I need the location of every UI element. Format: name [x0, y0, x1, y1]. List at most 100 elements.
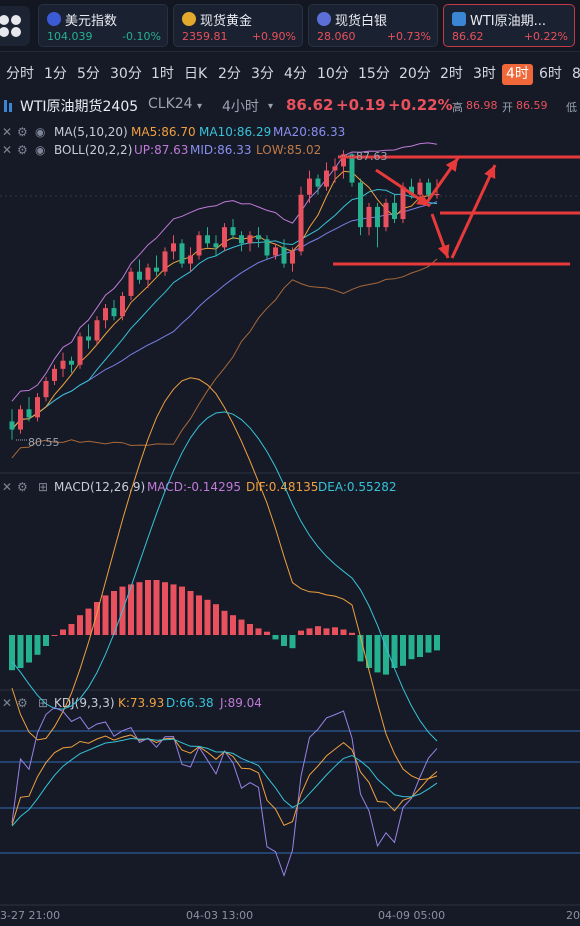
candle-body — [35, 397, 40, 418]
arrow-head — [416, 193, 430, 206]
tf-2m[interactable]: 2分 — [218, 66, 241, 82]
candle-body — [239, 235, 244, 244]
close-icon[interactable]: ✕ — [2, 143, 13, 157]
d-line — [11, 737, 438, 827]
macd-bar — [196, 595, 202, 635]
tf-8h[interactable]: 8 — [572, 66, 580, 82]
ticker-spot-silver[interactable]: 现货白银 28.060 +0.73% — [308, 4, 438, 47]
candle-body — [196, 235, 202, 256]
chevron-down-icon[interactable]: ▾ — [268, 101, 274, 112]
macd-bar — [408, 635, 415, 660]
apps-grid-icon[interactable] — [0, 6, 30, 46]
candle-body — [264, 239, 270, 256]
settings-icon[interactable]: ⚙ — [17, 125, 28, 139]
ma5-value: MA5:86.70 — [131, 125, 196, 139]
tf-daily[interactable]: 日K — [184, 66, 208, 82]
ticker-price: 2359.81 — [182, 30, 228, 43]
tf-4h[interactable]: 4时 — [502, 64, 533, 85]
gold-icon — [182, 12, 196, 26]
arrow-head — [445, 158, 458, 172]
candle-body — [52, 368, 57, 381]
settings-icon[interactable]: ⚙ — [17, 143, 28, 157]
us-flag-icon — [47, 12, 61, 26]
ticker-name: 美元指数 — [65, 14, 118, 29]
tf-1m[interactable]: 1分 — [44, 66, 67, 82]
tf-3m[interactable]: 3分 — [251, 66, 274, 82]
tf-3h[interactable]: 3时 — [473, 66, 496, 82]
add-icon[interactable]: ⊞ — [38, 480, 49, 494]
time-axis-label: 04-09 05:00 — [378, 909, 445, 922]
candle-body — [426, 182, 431, 195]
candle-body — [69, 360, 74, 365]
candle-body — [43, 380, 49, 398]
tf-2h[interactable]: 2时 — [440, 66, 463, 82]
instrument-name: WTI原油期货2405 — [20, 99, 139, 115]
current-price: 86.62 — [286, 96, 334, 114]
candle-body — [434, 193, 440, 196]
eye-icon[interactable]: ◉ — [35, 143, 46, 157]
low-price-mark: 80.55 — [28, 436, 60, 449]
candle-body — [366, 206, 372, 228]
ticker-spot-gold[interactable]: 现货黄金 2359.81 +0.90% — [173, 4, 303, 47]
tf-4m[interactable]: 4分 — [284, 66, 307, 82]
macd-bar — [349, 632, 355, 635]
macd-bar — [153, 580, 160, 635]
macd-bar — [340, 629, 347, 635]
tf-1h[interactable]: 1时 — [151, 66, 174, 82]
close-icon[interactable]: ✕ — [2, 696, 13, 710]
ticker-name: WTI原油期... — [470, 14, 547, 29]
macd-bar — [170, 584, 177, 635]
chevron-down-icon[interactable]: ▾ — [197, 101, 203, 112]
tf-10m[interactable]: 10分 — [317, 66, 349, 82]
ma10-line — [11, 188, 438, 430]
macd-bar — [400, 635, 406, 666]
eye-icon[interactable]: ◉ — [35, 125, 46, 139]
boll-label: BOLL(20,2,2) — [54, 143, 133, 157]
settings-icon[interactable]: ⚙ — [17, 480, 28, 494]
dea-line — [11, 411, 438, 742]
macd-bar — [323, 628, 330, 635]
ticker-price: 86.62 — [452, 30, 484, 43]
time-axis-label: 20 — [566, 909, 580, 922]
oil-icon — [452, 12, 466, 26]
candle-body — [400, 186, 406, 220]
candle-body — [358, 182, 363, 228]
ticker-price: 104.039 — [47, 30, 93, 43]
silver-icon — [317, 12, 331, 26]
macd-bar — [281, 635, 287, 646]
candle-body — [179, 243, 185, 264]
candle-body — [128, 271, 134, 296]
tf-15m[interactable]: 15分 — [358, 66, 390, 82]
candle-body — [383, 202, 389, 228]
candle-body — [332, 166, 338, 171]
period-select[interactable]: 4小时 — [222, 99, 259, 115]
add-icon[interactable]: ⊞ — [38, 696, 49, 710]
macd-bar — [298, 630, 304, 635]
candle-body — [222, 227, 227, 248]
close-icon[interactable]: ✕ — [2, 125, 13, 139]
tf-30m[interactable]: 30分 — [110, 66, 142, 82]
candle-body — [77, 336, 83, 365]
arrow-shaft — [423, 157, 460, 206]
tf-20m[interactable]: 20分 — [399, 66, 431, 82]
tf-fenshi[interactable]: 分时 — [6, 66, 34, 82]
ticker-wti-oil[interactable]: WTI原油期... 86.62 +0.22% — [443, 4, 575, 47]
tf-5m[interactable]: 5分 — [77, 66, 100, 82]
instrument-code[interactable]: CLK24 — [148, 96, 193, 112]
ticker-usd-index[interactable]: 美元指数 104.039 -0.10% — [38, 4, 168, 47]
macd-bar — [162, 582, 168, 635]
close-icon[interactable]: ✕ — [2, 480, 13, 494]
macd-bar — [187, 591, 194, 635]
macd-bar — [238, 619, 245, 635]
macd-bar — [136, 582, 143, 635]
ticker-change: +0.90% — [251, 30, 296, 43]
instrument-header: WTI原油期货2405 CLK24 ▾ 4小时 ▾ 86.62 +0.19 +0… — [0, 92, 580, 120]
tf-6h[interactable]: 6时 — [539, 66, 562, 82]
candle-body — [86, 336, 91, 341]
macd-bar — [77, 615, 83, 635]
macd-bar — [26, 635, 32, 663]
settings-icon[interactable]: ⚙ — [17, 696, 28, 710]
kdj-legend: ✕ ⚙ ⊞ KDJ(9,3,3) K:73.93 D:66.38 J:89.04 — [0, 696, 580, 712]
macd-bar — [145, 580, 151, 635]
macd-bar — [383, 635, 389, 675]
